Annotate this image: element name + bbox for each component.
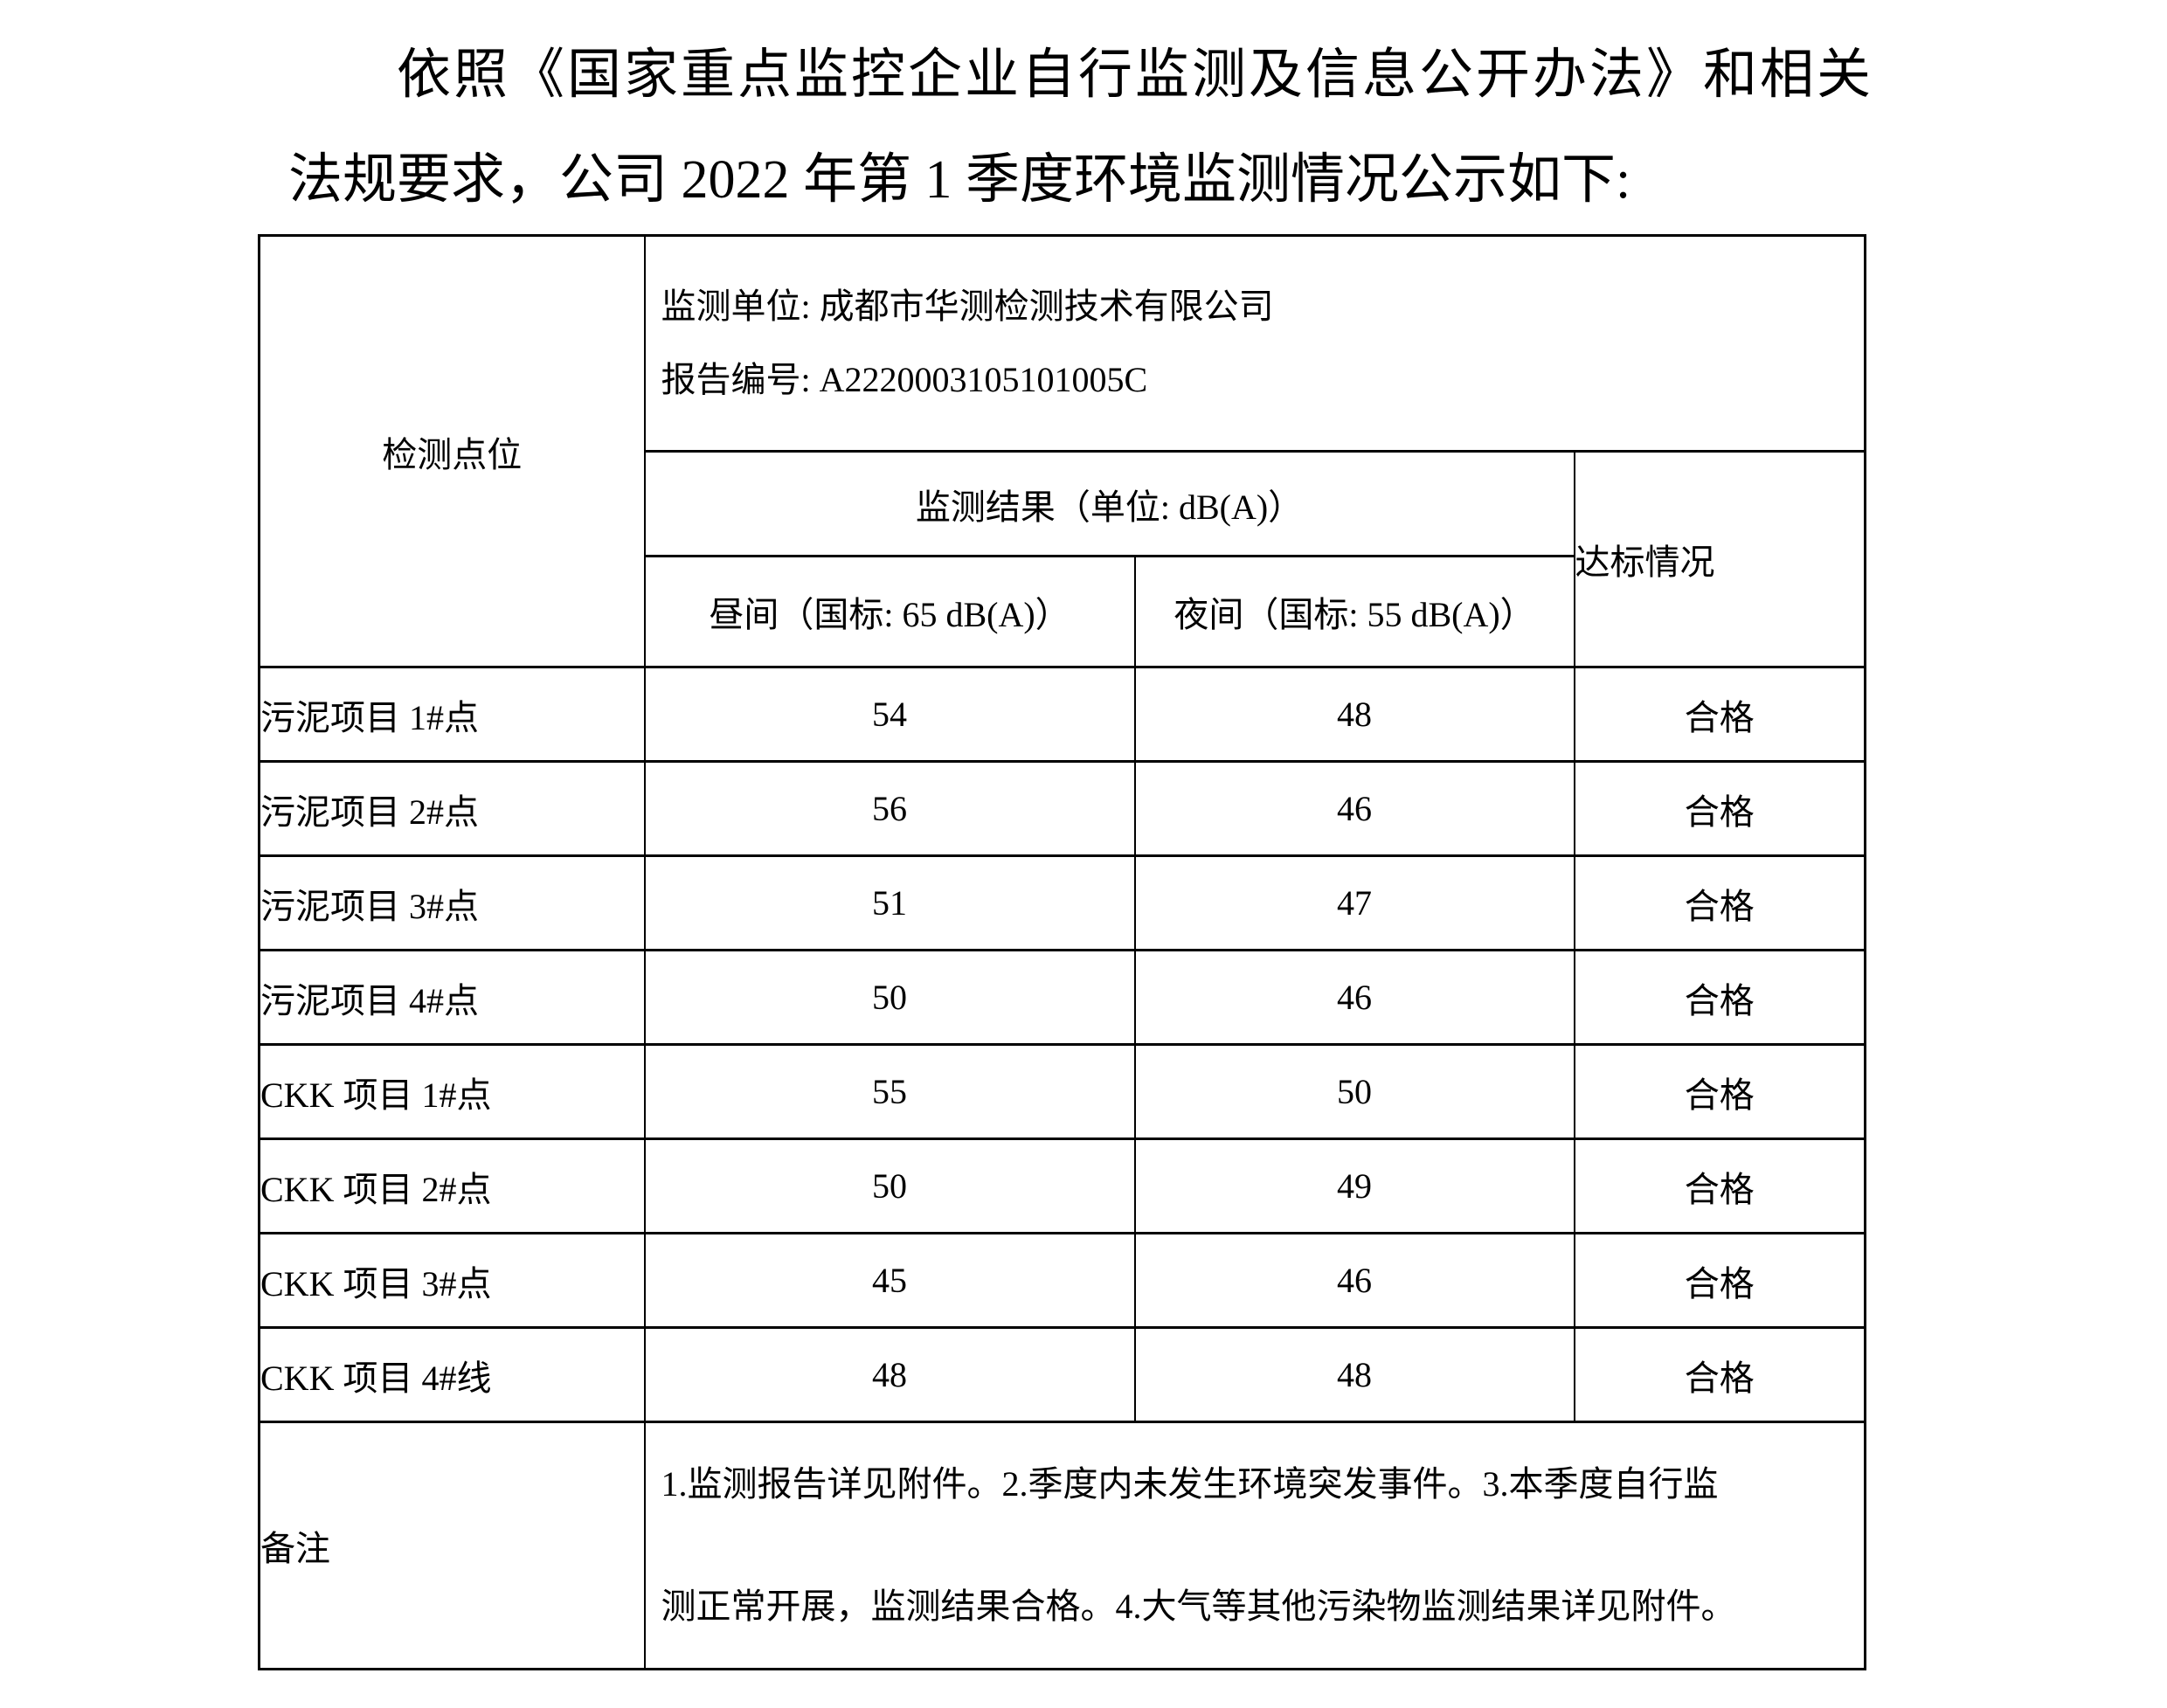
day-value-cell: 45 bbox=[643, 1232, 1136, 1329]
site-cell: 污泥项目 4#点 bbox=[258, 949, 646, 1046]
night-value-cell: 48 bbox=[1133, 666, 1575, 763]
night-value-cell: 50 bbox=[1133, 1043, 1575, 1140]
remarks-line-2: 测正常开展，监测结果合格。4.大气等其他污染物监测结果详见附件。 bbox=[661, 1587, 1736, 1626]
remarks-row: 备注 1.监测报告详见附件。2.季度内未发生环境突发事件。3.本季度自行监 测正… bbox=[258, 1421, 1866, 1670]
night-value-cell: 46 bbox=[1133, 760, 1575, 857]
unit-info-cell: 监测单位: 成都市华测检测技术有限公司 报告编号: A2220003105101… bbox=[643, 234, 1866, 453]
remarks-line-1: 1.监测报告详见附件。2.季度内未发生环境突发事件。3.本季度自行监 bbox=[661, 1464, 1719, 1504]
site-cell: 污泥项目 1#点 bbox=[258, 666, 646, 763]
night-value-cell: 46 bbox=[1133, 949, 1575, 1046]
table-row-sludge-3: 污泥项目 3#点 51 47 合格 bbox=[258, 854, 1866, 951]
night-header-cell: 夜间（国标: 55 dB(A)） bbox=[1133, 555, 1575, 668]
day-value-cell: 56 bbox=[643, 760, 1136, 857]
status-cell: 合格 bbox=[1573, 1232, 1866, 1329]
monitoring-table: 检测点位 监测单位: 成都市华测检测技术有限公司 报告编号: A22200031… bbox=[258, 234, 1867, 1670]
corner-header-cell: 检测点位 bbox=[258, 234, 646, 668]
night-value-cell: 49 bbox=[1133, 1138, 1575, 1234]
remarks-label-cell: 备注 bbox=[258, 1421, 646, 1670]
table-row-sludge-1: 污泥项目 1#点 54 48 合格 bbox=[258, 666, 1866, 763]
intro-line-2: 法规要求，公司 2022 年第 1 季度环境监测情况公示如下: bbox=[288, 150, 1631, 210]
day-value-cell: 55 bbox=[643, 1043, 1136, 1140]
table-row-ckk-3: CKK 项目 3#点 45 46 合格 bbox=[258, 1232, 1866, 1329]
night-value-cell: 48 bbox=[1133, 1326, 1575, 1423]
site-cell: 污泥项目 2#点 bbox=[258, 760, 646, 857]
night-value-cell: 46 bbox=[1133, 1232, 1575, 1329]
table-row-ckk-1: CKK 项目 1#点 55 50 合格 bbox=[258, 1043, 1866, 1140]
table-row-ckk-4: CKK 项目 4#线 48 48 合格 bbox=[258, 1326, 1866, 1423]
site-cell: 污泥项目 3#点 bbox=[258, 854, 646, 951]
intro-paragraph: 依照《国家重点监控企业自行监测及信息公开办法》和相关 法规要求，公司 2022 … bbox=[288, 23, 1882, 232]
day-value-cell: 50 bbox=[643, 1138, 1136, 1234]
compliance-header-cell: 达标情况 bbox=[1573, 450, 1866, 668]
monitor-unit-line: 监测单位: 成都市华测检测技术有限公司 bbox=[661, 287, 1274, 326]
site-cell: CKK 项目 3#点 bbox=[258, 1232, 646, 1329]
day-value-cell: 50 bbox=[643, 949, 1136, 1046]
day-value-cell: 48 bbox=[643, 1326, 1136, 1423]
header-row-result: 监测结果（单位: dB(A)） 达标情况 bbox=[260, 450, 1866, 668]
day-header-cell: 昼间（国标: 65 dB(A)） bbox=[643, 555, 1136, 668]
day-value-cell: 54 bbox=[643, 666, 1136, 763]
status-cell: 合格 bbox=[1573, 1326, 1866, 1423]
header-row-unit: 检测点位 监测单位: 成都市华测检测技术有限公司 报告编号: A22200031… bbox=[258, 234, 1866, 668]
site-cell: CKK 项目 1#点 bbox=[258, 1043, 646, 1140]
status-cell: 合格 bbox=[1573, 1043, 1866, 1140]
site-cell: CKK 项目 4#线 bbox=[258, 1326, 646, 1423]
intro-line-1: 依照《国家重点监控企业自行监测及信息公开办法》和相关 bbox=[397, 45, 1874, 105]
status-cell: 合格 bbox=[1573, 1138, 1866, 1234]
status-cell: 合格 bbox=[1573, 760, 1866, 857]
table-row-sludge-2: 污泥项目 2#点 56 46 合格 bbox=[258, 760, 1866, 857]
header-row-daynight: 昼间（国标: 65 dB(A)） 夜间（国标: 55 dB(A)） bbox=[260, 555, 1866, 668]
day-value-cell: 51 bbox=[643, 854, 1136, 951]
status-cell: 合格 bbox=[1573, 666, 1866, 763]
night-value-cell: 47 bbox=[1133, 854, 1575, 951]
site-cell: CKK 项目 2#点 bbox=[258, 1138, 646, 1234]
table-row-sludge-4: 污泥项目 4#点 50 46 合格 bbox=[258, 949, 1866, 1046]
status-cell: 合格 bbox=[1573, 949, 1866, 1046]
remarks-text-cell: 1.监测报告详见附件。2.季度内未发生环境突发事件。3.本季度自行监 测正常开展… bbox=[643, 1421, 1866, 1670]
result-header-cell: 监测结果（单位: dB(A)） bbox=[643, 450, 1575, 557]
status-cell: 合格 bbox=[1573, 854, 1866, 951]
report-number-line: 报告编号: A2220003105101005C bbox=[661, 360, 1148, 399]
table-row-ckk-2: CKK 项目 2#点 50 49 合格 bbox=[258, 1138, 1866, 1234]
